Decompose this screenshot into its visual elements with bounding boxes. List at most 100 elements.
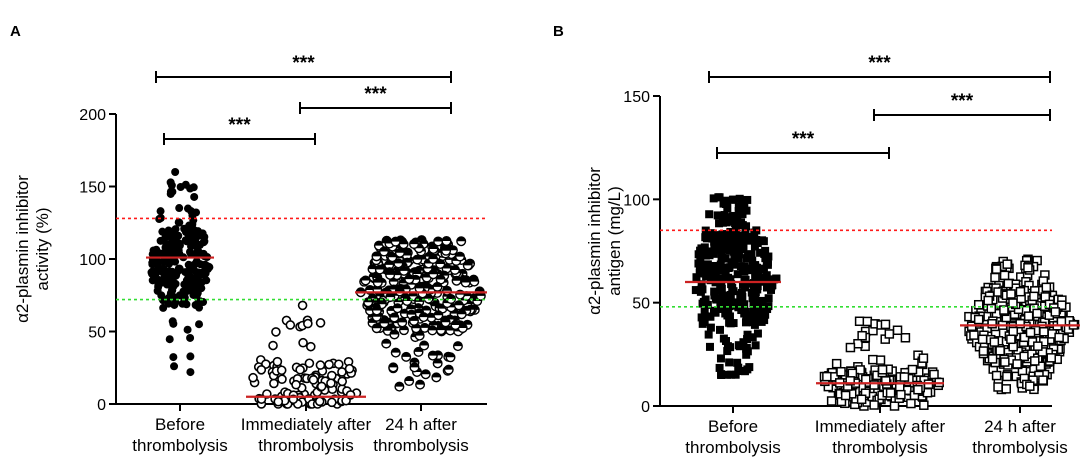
data-point <box>697 280 706 289</box>
y-tick-label: 100 <box>623 192 650 209</box>
data-point <box>156 236 165 245</box>
data-point <box>907 364 918 375</box>
data-point <box>758 273 767 282</box>
data-point <box>712 295 721 304</box>
panel-label-b: B <box>553 23 564 40</box>
data-point <box>171 257 180 266</box>
data-point <box>184 273 193 282</box>
data-point <box>371 305 382 316</box>
significance-bracket: *** <box>716 129 890 159</box>
data-point <box>450 320 461 331</box>
data-point <box>719 234 728 243</box>
data-point <box>929 369 939 380</box>
data-point <box>703 260 712 269</box>
data-point <box>166 189 175 198</box>
data-point <box>721 266 730 275</box>
data-point <box>378 246 389 257</box>
data-point <box>315 318 326 328</box>
data-point <box>297 300 308 311</box>
data-point <box>401 351 412 362</box>
data-point <box>390 347 401 358</box>
data-point <box>906 398 916 409</box>
data-point <box>733 270 742 279</box>
data-point <box>713 211 722 220</box>
y-tick-label: 0 <box>641 399 650 416</box>
data-point <box>409 362 420 373</box>
data-point <box>862 316 873 327</box>
data-point <box>192 208 201 217</box>
data-point <box>175 218 184 227</box>
data-point <box>443 364 454 375</box>
data-point <box>716 260 725 269</box>
data-point <box>725 302 734 311</box>
data-point <box>701 312 710 321</box>
data-point <box>725 358 734 367</box>
data-point <box>723 342 732 351</box>
data-point <box>190 266 199 275</box>
data-point <box>730 211 739 220</box>
data-point <box>732 240 741 249</box>
data-point <box>409 239 420 250</box>
data-point <box>701 226 710 235</box>
data-point <box>453 300 464 311</box>
data-point <box>977 334 988 345</box>
significance-bracket: *** <box>708 53 1051 83</box>
data-point <box>868 354 878 365</box>
data-point <box>449 264 460 275</box>
data-point <box>304 358 315 369</box>
data-point <box>269 378 279 389</box>
data-point <box>705 210 714 219</box>
data-point <box>721 230 730 239</box>
data-point <box>742 350 751 359</box>
data-point <box>695 264 704 273</box>
data-point <box>749 305 758 314</box>
data-point <box>845 342 856 353</box>
data-point <box>188 280 197 289</box>
data-point <box>729 319 738 328</box>
data-point <box>200 252 209 261</box>
data-point <box>291 379 301 390</box>
category-label: Immediately after <box>815 417 946 436</box>
data-point <box>715 219 724 228</box>
data-point <box>389 312 400 323</box>
data-point <box>742 346 751 355</box>
data-point <box>735 342 744 351</box>
data-point <box>456 309 467 320</box>
data-point <box>156 207 165 216</box>
data-point <box>432 281 443 292</box>
data-point <box>427 350 438 361</box>
significance-label: *** <box>792 129 815 150</box>
data-point <box>831 358 842 369</box>
data-point <box>710 287 719 296</box>
data-point <box>706 276 715 285</box>
data-point <box>158 296 167 305</box>
data-point <box>427 325 438 336</box>
data-point <box>885 388 896 398</box>
data-point <box>713 234 722 243</box>
data-point <box>703 300 712 309</box>
data-point <box>738 245 747 254</box>
data-point <box>691 286 700 295</box>
data-point <box>1006 334 1016 345</box>
data-point <box>431 372 442 383</box>
data-point <box>730 254 739 263</box>
data-point <box>398 239 409 250</box>
data-point <box>171 168 180 176</box>
data-point <box>743 195 752 204</box>
data-point <box>159 264 168 273</box>
data-point <box>193 227 202 236</box>
data-point <box>720 238 729 247</box>
data-point <box>918 353 929 363</box>
data-point <box>717 370 726 379</box>
data-point <box>170 300 179 309</box>
data-point <box>731 370 740 379</box>
data-point <box>408 315 419 326</box>
data-point <box>169 353 178 362</box>
data-point <box>326 378 336 388</box>
data-point <box>738 210 747 219</box>
data-point <box>404 376 415 387</box>
data-point <box>394 381 405 392</box>
significance-bracket: *** <box>873 91 1051 121</box>
data-point <box>724 242 733 251</box>
significance-label: *** <box>292 53 315 74</box>
